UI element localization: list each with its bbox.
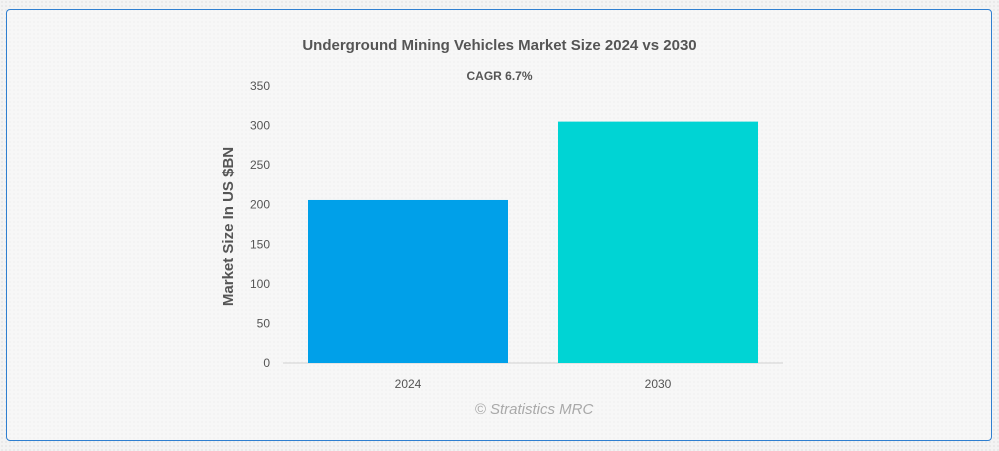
y-tick-label: 350 [250, 79, 270, 93]
y-tick-label: 100 [250, 277, 270, 291]
chart-subtitle: CAGR 6.7% [466, 69, 533, 83]
x-tick-label: 2024 [395, 377, 422, 391]
y-axis-title: Market Size In US $BN [220, 147, 237, 306]
y-tick-label: 200 [250, 198, 270, 212]
y-tick-label: 300 [250, 119, 270, 133]
chart-title: Underground Mining Vehicles Market Size … [302, 37, 697, 54]
bars [308, 121, 758, 363]
watermark: © Stratistics MRC [474, 401, 594, 418]
y-tick-label: 0 [263, 356, 270, 370]
y-tick-label: 50 [257, 316, 271, 330]
y-axis: 0 50 100 150 200 250 300 350 [250, 79, 270, 370]
y-tick-label: 150 [250, 237, 270, 251]
y-tick-label: 250 [250, 158, 270, 172]
bar-2024 [308, 199, 508, 363]
x-tick-label: 2030 [645, 377, 672, 391]
bar-2030 [558, 121, 758, 363]
x-axis: 2024 2030 [395, 377, 672, 391]
